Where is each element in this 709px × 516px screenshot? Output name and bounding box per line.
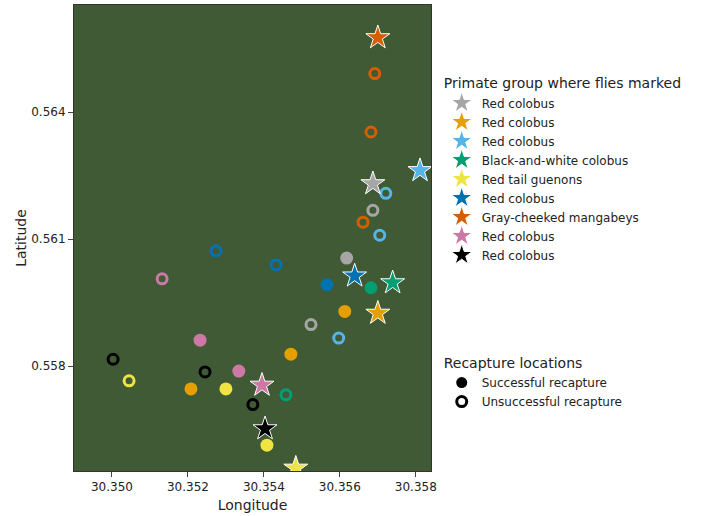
svg-text:30.354: 30.354: [243, 480, 285, 494]
svg-text:Black-and-white colobus: Black-and-white colobus: [482, 154, 628, 168]
svg-text:30.356: 30.356: [319, 480, 361, 494]
svg-text:0.564: 0.564: [31, 105, 65, 119]
svg-text:Successful recapture: Successful recapture: [482, 376, 607, 390]
svg-text:Longitude: Longitude: [218, 497, 288, 513]
svg-text:Red colobus: Red colobus: [482, 192, 555, 206]
svg-text:Unsuccessful recapture: Unsuccessful recapture: [482, 395, 622, 409]
svg-text:Recapture locations: Recapture locations: [444, 355, 583, 371]
svg-text:30.350: 30.350: [91, 480, 133, 494]
svg-text:Red tail guenons: Red tail guenons: [482, 173, 583, 187]
svg-text:0.558: 0.558: [31, 359, 65, 373]
svg-text:0.561: 0.561: [31, 232, 65, 246]
svg-text:Red colobus: Red colobus: [482, 97, 555, 111]
svg-text:Gray-cheeked mangabeys: Gray-cheeked mangabeys: [482, 211, 639, 225]
svg-text:Latitude: Latitude: [13, 209, 29, 267]
svg-text:Red colobus: Red colobus: [482, 135, 555, 149]
svg-text:Red colobus: Red colobus: [482, 230, 555, 244]
svg-text:Red colobus: Red colobus: [482, 116, 555, 130]
svg-text:Red colobus: Red colobus: [482, 249, 555, 263]
svg-text:Primate group where flies mark: Primate group where flies marked: [444, 75, 681, 91]
svg-text:30.358: 30.358: [395, 480, 437, 494]
svg-text:30.352: 30.352: [167, 480, 209, 494]
